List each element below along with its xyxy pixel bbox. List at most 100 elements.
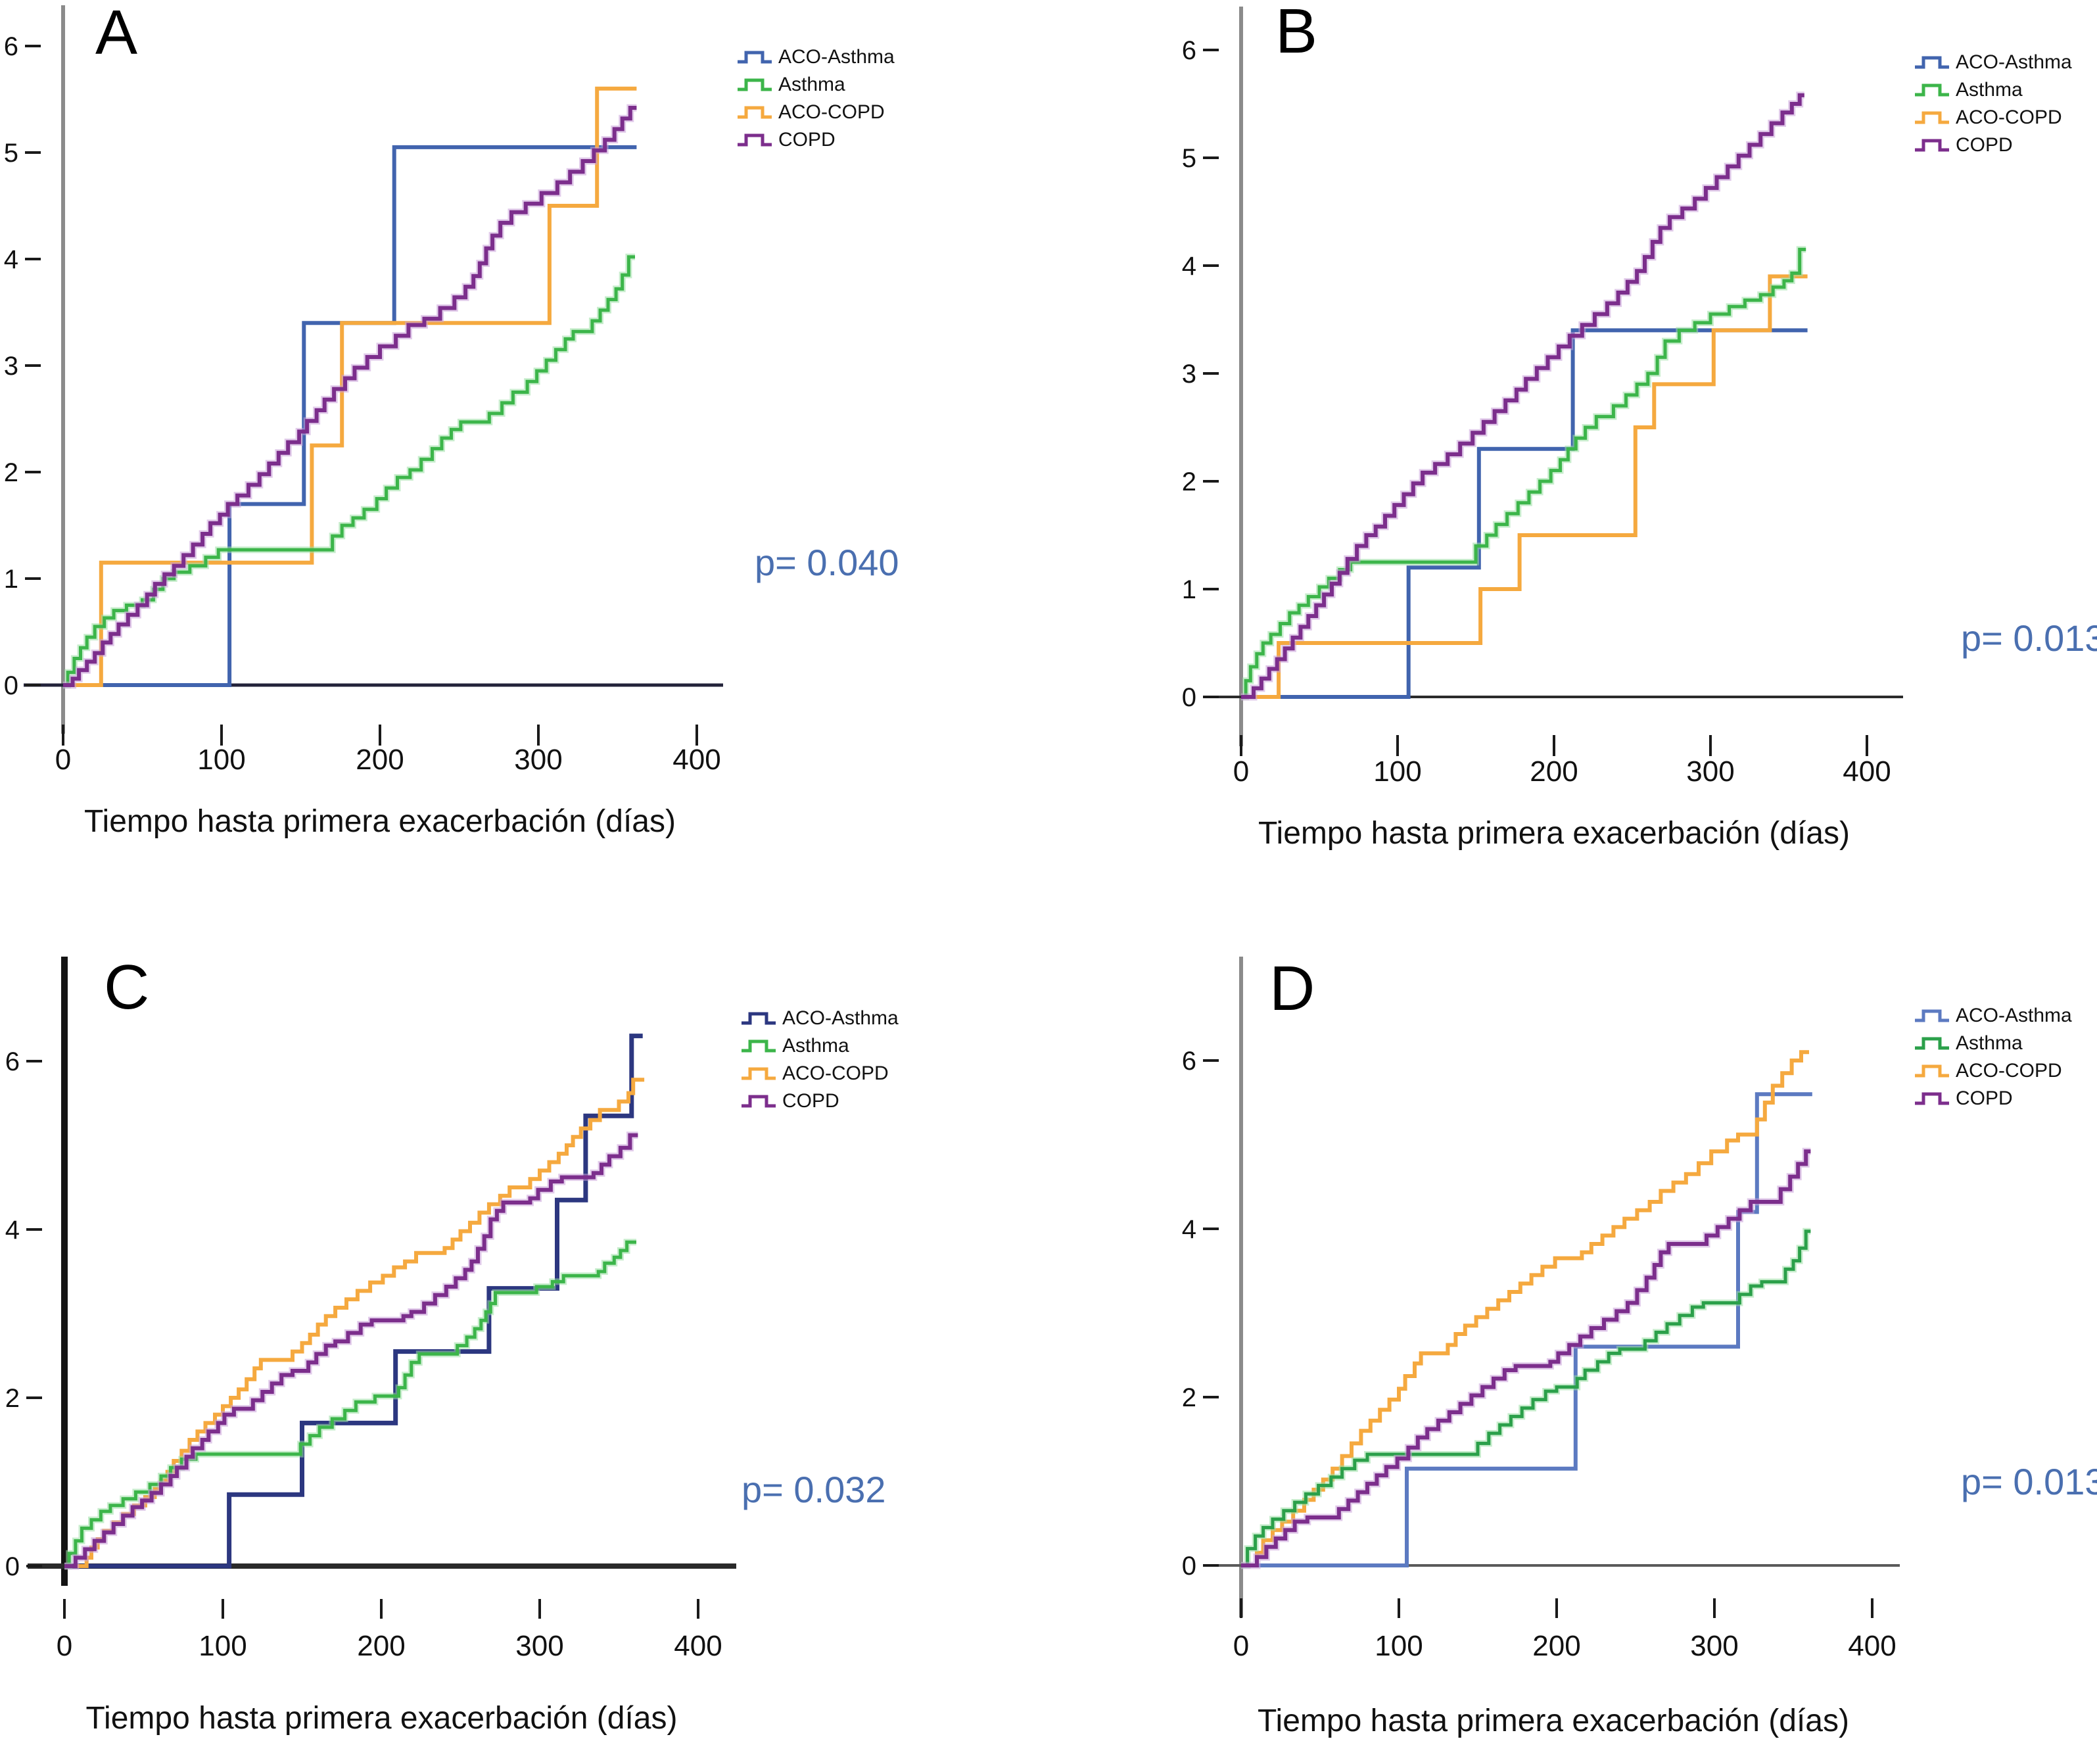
x-axis-title: Tiempo hasta primera exacerbación (días) — [1258, 1704, 1849, 1738]
x-tick-label: 100 — [1375, 1630, 1423, 1662]
y-tick-label: 1 — [4, 565, 18, 594]
legend-label: Asthma — [778, 74, 845, 95]
legend-label: ACO-Asthma — [1956, 1005, 2072, 1026]
legend-label: ACO-COPD — [778, 101, 885, 123]
y-tick-label: 0 — [1182, 683, 1196, 712]
series-line-ACO-COPD — [1241, 274, 1808, 699]
y-tick-label: 4 — [1182, 252, 1196, 281]
legend-item-Asthma: Asthma — [740, 1032, 899, 1060]
y-tick-label: 4 — [4, 245, 18, 274]
series-line-Asthma — [1241, 1229, 1811, 1567]
series-line-COPD — [64, 1133, 638, 1568]
x-tick-label: 200 — [356, 744, 404, 776]
plot-area-B: 0 1 2 3 4 5 6 0 100 200 300 400 — [1182, 7, 1903, 788]
legend-label: COPD — [778, 129, 836, 151]
panel-A: 0 1 2 3 4 5 6 0 100 200 300 400 A ACO-Asthma Asthma A… — [0, 0, 1048, 920]
series-line-COPD — [1241, 93, 1804, 699]
p-value: p= 0.032 — [742, 1469, 886, 1510]
x-tick-label: 0 — [55, 744, 71, 776]
series-halo-Asthma — [1241, 246, 1806, 700]
y-tick-label: 3 — [1182, 360, 1196, 389]
p-value: p= 0.040 — [755, 542, 899, 583]
plot-area-C: 0 2 4 6 0 100 200 300 400 — [5, 957, 736, 1662]
plot-area-D: 0 2 4 6 0 100 200 300 400 — [1182, 957, 1900, 1662]
legend-item-ACO-COPD: ACO-COPD — [1914, 1057, 2072, 1085]
panel-B: 0 1 2 3 4 5 6 0 100 200 300 400 B ACO-Asthma Asthma A… — [1048, 0, 2097, 920]
x-tick-label: 100 — [1373, 755, 1421, 788]
x-tick-label: 0 — [57, 1630, 72, 1662]
y-tick-label: 2 — [4, 458, 18, 487]
legend-item-COPD: COPD — [740, 1087, 899, 1115]
legend-label: COPD — [1956, 1087, 2013, 1109]
legend-step-icon — [1915, 1092, 1949, 1105]
y-tick-label: 6 — [1182, 1047, 1196, 1076]
x-tick-label: 300 — [1686, 755, 1734, 788]
legend-label: Asthma — [1956, 79, 2023, 101]
legend-label: ACO-Asthma — [782, 1007, 899, 1029]
legend-step-icon — [1915, 111, 1949, 124]
y-tick-label: 0 — [4, 671, 18, 700]
legend-step-icon — [1915, 83, 1949, 97]
y-tick-label: 2 — [1182, 467, 1196, 496]
legend: ACO-Asthma Asthma ACO-COPD COPD — [1914, 1002, 2072, 1112]
x-axis-title: Tiempo hasta primera exacerbación (días) — [85, 1701, 678, 1736]
legend-step-icon — [738, 106, 772, 119]
y-tick-label: 0 — [5, 1552, 20, 1581]
y-tick-label: 2 — [5, 1384, 20, 1413]
legend: ACO-Asthma Asthma ACO-COPD COPD — [736, 43, 895, 154]
y-tick-label: 6 — [4, 32, 18, 61]
y-tick-label: 6 — [1182, 36, 1196, 65]
legend: ACO-Asthma Asthma ACO-COPD COPD — [1914, 49, 2072, 159]
legend-step-icon — [738, 78, 772, 91]
legend: ACO-Asthma Asthma ACO-COPD COPD — [740, 1005, 899, 1115]
x-tick-label: 400 — [672, 744, 720, 776]
legend-step-icon — [1915, 1064, 1949, 1078]
legend-label: ACO-Asthma — [778, 46, 895, 68]
legend-item-ACO-COPD: ACO-COPD — [736, 99, 895, 126]
series-line-Asthma — [63, 255, 635, 687]
series-line-COPD — [1241, 1149, 1811, 1567]
legend-item-ACO-COPD: ACO-COPD — [1914, 104, 2072, 131]
legend-label: ACO-COPD — [1956, 1060, 2062, 1082]
series-line-Asthma — [64, 1240, 636, 1568]
p-value: p= 0.013 — [1961, 1461, 2097, 1502]
legend-label: COPD — [782, 1090, 839, 1112]
legend-step-icon — [742, 1039, 776, 1053]
x-tick-label: 200 — [357, 1630, 405, 1662]
legend-item-ACO-Asthma: ACO-Asthma — [1914, 49, 2072, 76]
legend-label: ACO-COPD — [1956, 107, 2062, 128]
legend-item-Asthma: Asthma — [1914, 1030, 2072, 1057]
legend-step-icon — [1915, 1037, 1949, 1050]
y-tick-label: 0 — [1182, 1552, 1196, 1581]
series-line-Asthma — [1241, 247, 1806, 699]
legend-label: Asthma — [782, 1035, 849, 1057]
y-tick-label: 1 — [1182, 575, 1196, 604]
y-tick-label: 4 — [5, 1216, 20, 1245]
legend-label: ACO-Asthma — [1956, 51, 2072, 73]
x-tick-label: 300 — [1690, 1630, 1738, 1662]
x-tick-label: 200 — [1532, 1630, 1580, 1662]
x-tick-label: 300 — [514, 744, 562, 776]
legend-step-icon — [1915, 1009, 1949, 1022]
x-axis-title: Tiempo hasta primera exacerbación (días) — [84, 804, 676, 839]
legend-item-Asthma: Asthma — [1914, 76, 2072, 104]
plot-area-A: 0 1 2 3 4 5 6 0 100 200 300 400 — [4, 5, 723, 776]
panel-letter: D — [1269, 953, 1315, 1024]
legend-step-icon — [1915, 139, 1949, 152]
x-tick-label: 300 — [515, 1630, 563, 1662]
panel-letter: C — [104, 952, 150, 1022]
legend-step-icon — [742, 1095, 776, 1108]
series-line-ACO-Asthma — [1241, 1092, 1812, 1567]
legend-step-icon — [738, 51, 772, 64]
legend-step-icon — [742, 1012, 776, 1025]
legend-item-COPD: COPD — [736, 126, 895, 154]
series-line-COPD — [63, 106, 637, 687]
legend-step-icon — [1915, 56, 1949, 69]
legend-step-icon — [738, 133, 772, 147]
x-tick-label: 200 — [1530, 755, 1578, 788]
x-tick-label: 400 — [1848, 1630, 1896, 1662]
x-tick-label: 100 — [199, 1630, 247, 1662]
series-halo-Asthma — [64, 1239, 636, 1569]
y-tick-label: 4 — [1182, 1215, 1196, 1244]
